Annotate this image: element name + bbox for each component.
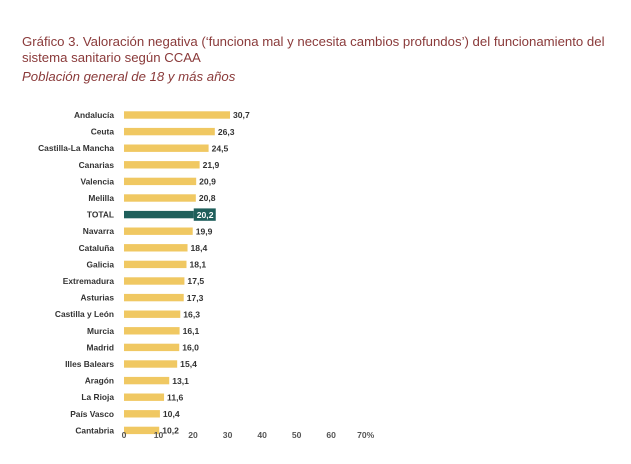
category-label: Melilla [88,193,114,203]
x-tick-label: 0 [122,430,127,440]
value-label-background [193,208,216,221]
category-label: Galicia [87,259,115,269]
bar [124,426,160,435]
bar [124,343,180,352]
bar [124,277,185,285]
value-label: 20,8 [199,193,216,203]
value-label: 10,4 [163,409,180,419]
bar [124,111,231,119]
category-label: Valencia [80,176,114,186]
value-label: 20,2 [197,210,214,220]
value-label: 24,5 [212,143,229,153]
bar [124,360,178,368]
category-label: Castilla-La Mancha [38,143,114,153]
category-label: Murcia [87,326,114,336]
category-label: País Vasco [70,409,114,419]
category-label: Asturias [80,293,114,303]
category-label: Andalucía [74,110,114,120]
x-tick-label: 10 [154,430,164,440]
value-label: 15,4 [180,359,197,369]
bar-total [124,210,194,219]
value-label: 16,3 [183,309,200,319]
bar [124,293,184,302]
category-label: Castilla y León [55,309,114,319]
value-label: 30,7 [233,110,250,120]
bar [124,177,197,186]
bar [124,376,170,385]
category-label: Navarra [83,226,115,236]
category-label: Aragón [85,376,114,386]
value-label: 18,1 [189,260,206,270]
bar [124,144,209,152]
category-label: La Rioja [81,392,114,402]
value-label: 18,4 [191,243,208,253]
value-label: 17,3 [187,293,204,303]
value-label: 13,1 [172,376,189,386]
x-tick-label: 40 [257,430,267,440]
value-label: 20,9 [199,177,216,187]
value-label: 16,1 [183,326,200,336]
x-tick-label: 50 [292,430,302,440]
category-label: Cantabria [75,425,114,435]
x-tick-label: 20 [188,430,198,440]
bar [124,244,188,252]
bar [124,410,160,418]
value-label: 17,5 [187,276,204,286]
bar [124,393,165,401]
category-label: Madrid [87,342,114,352]
x-tick-label: 30 [223,430,233,440]
category-label: Cataluña [79,243,115,253]
bar [124,310,181,318]
chart-title: Gráfico 3. Valoración negativa (‘funcion… [22,34,605,65]
category-label: Ceuta [91,127,115,137]
value-label: 21,9 [203,160,220,170]
bar [124,194,196,202]
value-label: 26,3 [218,127,235,137]
chart-subtitle: Población general de 18 y más años [22,69,236,84]
bar [124,127,215,136]
category-label: Illes Balears [65,359,114,369]
bar [124,327,180,335]
value-label: 11,6 [167,392,183,402]
category-label: Canarias [79,160,115,170]
value-label: 19,9 [196,226,213,236]
x-tick-label: 70% [357,430,375,440]
bar [124,260,187,269]
category-label: TOTAL [87,210,114,220]
x-tick-label: 60 [326,430,336,440]
category-label: Extremadura [63,276,115,286]
value-label: 16,0 [182,343,199,353]
value-label: 10,2 [162,426,179,436]
bar [124,227,193,235]
bar [124,161,200,169]
